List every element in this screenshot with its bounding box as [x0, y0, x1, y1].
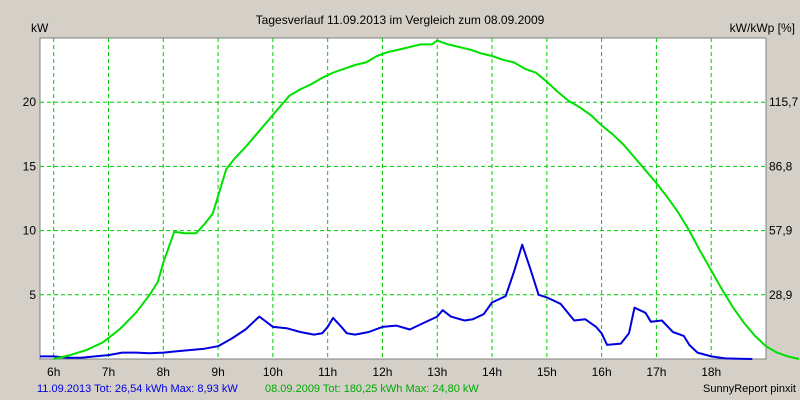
x-tick-label: 6h: [47, 365, 60, 379]
x-tick-label: 16h: [592, 365, 612, 379]
x-ticks: 6h 7h 8h 9h 10h 11h 12h 13h 14h 15h 16h 17h 18h: [47, 365, 721, 379]
y-tick-label-left: 20: [23, 95, 37, 109]
footer-brand: SunnyReport pinxit: [703, 383, 796, 395]
plot-area: [39, 37, 767, 360]
x-tick-label: 13h: [427, 365, 447, 379]
x-tick-label: 7h: [102, 365, 115, 379]
x-tick-label: 18h: [701, 365, 721, 379]
y-axis-right-label: kW/kWp [%]: [730, 21, 795, 35]
y-tick-label-left: 10: [23, 224, 37, 238]
y-ticks-left: 5 10 15 20: [23, 95, 37, 302]
y-axis-left-label: kW: [31, 21, 49, 35]
y-tick-label-right: 57,9: [769, 224, 793, 238]
legend-series-2: 08.09.2009 Tot: 180,25 kWh Max: 24,80 kW: [265, 383, 479, 395]
x-tick-label: 12h: [372, 365, 392, 379]
series-lines: [40, 39, 800, 360]
y-ticks-right: 28,9 57,9 86,8 115,7: [769, 95, 798, 302]
y-tick-label-right: 28,9: [769, 288, 793, 302]
y-tick-label-right: 86,8: [769, 159, 793, 173]
grid: [40, 38, 766, 359]
x-tick-label: 17h: [646, 365, 666, 379]
y-tick-label-right: 115,7: [769, 95, 798, 109]
chart-title: Tagesverlauf 11.09.2013 im Vergleich zum…: [256, 13, 545, 27]
x-tick-label: 11h: [318, 365, 337, 379]
y-tick-label-left: 15: [23, 159, 37, 173]
series-line-2: [53, 39, 800, 360]
series-line-1: [40, 243, 753, 360]
legend-series-1: 11.09.2013 Tot: 26,54 kWh Max: 8,93 kW: [37, 383, 238, 395]
x-tick-label: 14h: [482, 365, 502, 379]
y-tick-label-left: 5: [29, 288, 36, 302]
x-tick-label: 8h: [157, 365, 170, 379]
x-tick-label: 10h: [263, 365, 283, 379]
x-tick-label: 9h: [211, 365, 224, 379]
x-tick-label: 15h: [537, 365, 557, 379]
